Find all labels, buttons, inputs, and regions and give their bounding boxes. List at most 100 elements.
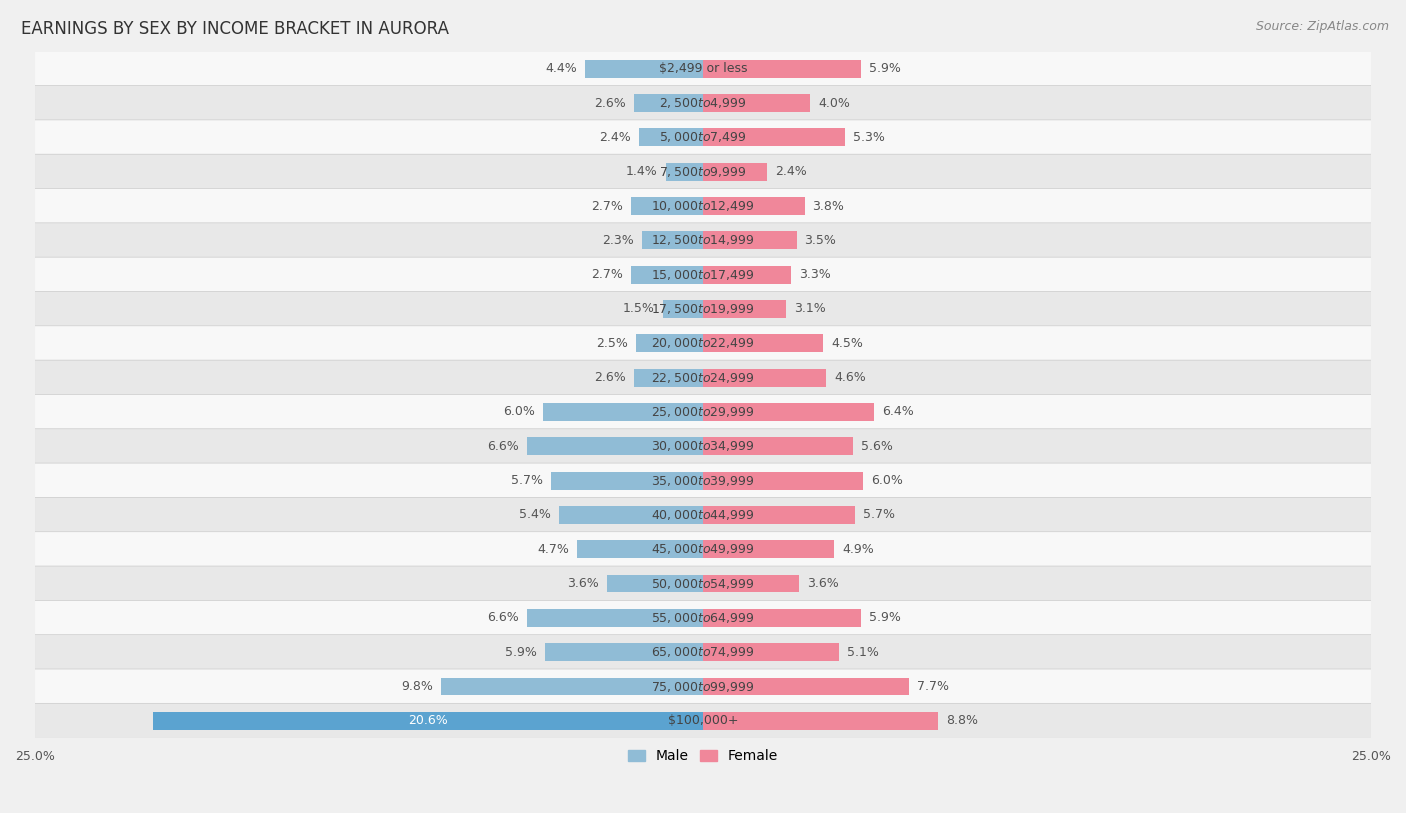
Text: $12,500 to $14,999: $12,500 to $14,999 — [651, 233, 755, 247]
Text: 5.9%: 5.9% — [869, 611, 901, 624]
Text: 3.8%: 3.8% — [813, 199, 845, 212]
FancyBboxPatch shape — [35, 189, 1371, 224]
Bar — [578, 541, 703, 559]
Text: 4.5%: 4.5% — [831, 337, 863, 350]
Text: 5.1%: 5.1% — [848, 646, 879, 659]
Bar — [665, 163, 703, 180]
Text: 9.8%: 9.8% — [401, 680, 433, 693]
Text: $2,500 to $4,999: $2,500 to $4,999 — [659, 96, 747, 110]
FancyBboxPatch shape — [35, 51, 1371, 86]
Bar — [703, 266, 792, 284]
Bar — [152, 712, 703, 730]
Bar — [441, 677, 703, 695]
Text: 6.0%: 6.0% — [503, 406, 534, 419]
Text: $25,000 to $29,999: $25,000 to $29,999 — [651, 405, 755, 419]
Text: 7.7%: 7.7% — [917, 680, 949, 693]
Bar — [703, 94, 810, 112]
FancyBboxPatch shape — [35, 566, 1371, 601]
FancyBboxPatch shape — [35, 498, 1371, 533]
Bar — [703, 609, 860, 627]
Bar — [703, 437, 852, 455]
Text: 2.7%: 2.7% — [591, 199, 623, 212]
Text: 5.3%: 5.3% — [852, 131, 884, 144]
Text: 6.4%: 6.4% — [882, 406, 914, 419]
Text: $40,000 to $44,999: $40,000 to $44,999 — [651, 508, 755, 522]
Text: $17,500 to $19,999: $17,500 to $19,999 — [651, 302, 755, 316]
Text: 4.7%: 4.7% — [537, 543, 569, 556]
Text: 2.4%: 2.4% — [775, 165, 807, 178]
Text: $55,000 to $64,999: $55,000 to $64,999 — [651, 611, 755, 625]
FancyBboxPatch shape — [35, 635, 1371, 670]
Bar — [638, 128, 703, 146]
Text: 3.5%: 3.5% — [804, 234, 837, 247]
Text: $2,499 or less: $2,499 or less — [659, 63, 747, 76]
Text: 4.9%: 4.9% — [842, 543, 873, 556]
Text: 25.0%: 25.0% — [15, 750, 55, 763]
FancyBboxPatch shape — [35, 703, 1371, 738]
FancyBboxPatch shape — [35, 292, 1371, 327]
FancyBboxPatch shape — [35, 394, 1371, 429]
FancyBboxPatch shape — [35, 85, 1371, 120]
Text: $45,000 to $49,999: $45,000 to $49,999 — [651, 542, 755, 556]
Text: 5.6%: 5.6% — [860, 440, 893, 453]
FancyBboxPatch shape — [35, 463, 1371, 498]
Text: 1.5%: 1.5% — [623, 302, 655, 315]
Bar — [703, 541, 834, 559]
Text: $5,000 to $7,499: $5,000 to $7,499 — [659, 130, 747, 145]
Bar — [607, 575, 703, 593]
FancyBboxPatch shape — [35, 428, 1371, 463]
Text: 3.6%: 3.6% — [807, 577, 839, 590]
Text: 5.7%: 5.7% — [510, 474, 543, 487]
Bar — [703, 334, 824, 352]
Bar — [634, 94, 703, 112]
Bar — [703, 163, 768, 180]
FancyBboxPatch shape — [35, 326, 1371, 361]
FancyBboxPatch shape — [35, 120, 1371, 155]
Bar — [703, 403, 875, 421]
Bar — [641, 232, 703, 250]
Text: 3.3%: 3.3% — [799, 268, 831, 281]
FancyBboxPatch shape — [35, 360, 1371, 395]
Text: $20,000 to $22,499: $20,000 to $22,499 — [651, 337, 755, 350]
Bar — [703, 369, 825, 386]
Bar — [527, 609, 703, 627]
FancyBboxPatch shape — [35, 154, 1371, 189]
Bar — [527, 437, 703, 455]
FancyBboxPatch shape — [35, 669, 1371, 704]
Text: Source: ZipAtlas.com: Source: ZipAtlas.com — [1256, 20, 1389, 33]
FancyBboxPatch shape — [35, 532, 1371, 567]
FancyBboxPatch shape — [35, 600, 1371, 636]
Bar — [662, 300, 703, 318]
Bar — [543, 403, 703, 421]
Bar — [631, 266, 703, 284]
Bar — [703, 677, 908, 695]
Text: 4.4%: 4.4% — [546, 63, 578, 76]
Bar — [585, 60, 703, 78]
FancyBboxPatch shape — [35, 223, 1371, 258]
Bar — [703, 712, 938, 730]
Bar — [546, 643, 703, 661]
Text: 5.9%: 5.9% — [505, 646, 537, 659]
Text: 2.5%: 2.5% — [596, 337, 628, 350]
Text: 6.0%: 6.0% — [872, 474, 903, 487]
Text: 2.6%: 2.6% — [593, 97, 626, 110]
Bar — [703, 300, 786, 318]
Legend: Male, Female: Male, Female — [623, 744, 783, 769]
Bar — [703, 197, 804, 215]
Text: $10,000 to $12,499: $10,000 to $12,499 — [651, 199, 755, 213]
Text: $35,000 to $39,999: $35,000 to $39,999 — [651, 474, 755, 488]
Text: 8.8%: 8.8% — [946, 715, 979, 728]
Text: $15,000 to $17,499: $15,000 to $17,499 — [651, 267, 755, 281]
Bar — [703, 232, 797, 250]
Text: $50,000 to $54,999: $50,000 to $54,999 — [651, 576, 755, 590]
Text: $75,000 to $99,999: $75,000 to $99,999 — [651, 680, 755, 693]
Bar — [703, 506, 855, 524]
Text: 3.1%: 3.1% — [794, 302, 825, 315]
Text: 5.4%: 5.4% — [519, 508, 551, 521]
Text: 6.6%: 6.6% — [486, 611, 519, 624]
Bar — [703, 643, 839, 661]
Bar — [634, 369, 703, 386]
Text: $100,000+: $100,000+ — [668, 715, 738, 728]
Text: EARNINGS BY SEX BY INCOME BRACKET IN AURORA: EARNINGS BY SEX BY INCOME BRACKET IN AUR… — [21, 20, 449, 38]
Text: 1.4%: 1.4% — [626, 165, 658, 178]
